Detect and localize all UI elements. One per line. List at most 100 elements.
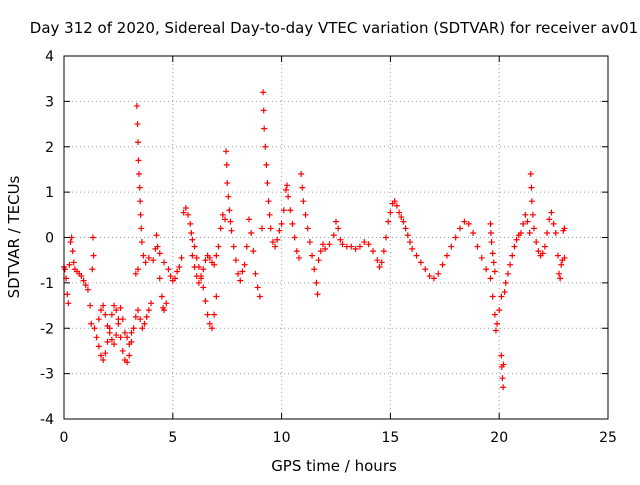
data-point [557,275,564,282]
data-point [491,268,498,275]
data-point [167,273,174,280]
data-point [430,275,437,282]
data-point [195,279,202,286]
data-point [496,307,503,314]
data-point [387,209,394,216]
data-point [443,252,450,259]
data-point [134,266,141,273]
data-point [500,361,507,368]
data-point [193,254,200,261]
data-point [509,252,516,259]
data-point [306,239,313,246]
data-point [174,268,181,275]
data-point [211,311,218,318]
y-tick-label: -4 [40,412,54,428]
x-tick-label: 15 [381,430,399,446]
data-point [176,263,183,270]
data-point [139,325,146,332]
data-point [188,229,195,236]
x-tick-label: 0 [60,430,69,446]
data-point [490,259,497,266]
data-point [97,352,104,359]
data-point [504,270,511,277]
y-axis-title: SDTVAR / TECUs [5,175,23,298]
data-point [250,248,257,255]
data-point [132,270,139,277]
data-point [215,243,222,250]
data-point [333,218,339,225]
data-point [300,198,307,205]
data-point [304,225,311,232]
data-point [142,259,149,266]
data-point [102,311,109,318]
data-point [117,304,124,311]
data-point [143,313,150,320]
data-point [256,293,263,300]
data-point [426,273,433,280]
data-point [82,282,89,289]
data-point [272,243,279,250]
data-point [108,336,115,343]
data-point [502,279,509,286]
data-point [134,139,141,146]
data-point [191,243,198,250]
data-point [97,307,104,314]
data-point [136,184,143,191]
data-point [62,266,69,273]
data-point [100,357,107,364]
data-point [225,193,232,200]
data-point [554,252,561,259]
data-point [134,307,141,314]
data-point [550,220,557,227]
data-point [487,275,494,282]
data-point [141,320,148,327]
data-point [439,261,446,268]
data-point [369,248,376,255]
data-point [474,243,481,250]
data-point [245,216,252,223]
data-point [67,239,74,246]
grid-lines [64,56,608,419]
data-point [171,275,178,282]
data-point [539,250,546,257]
data-point [287,207,294,214]
data-point [137,198,144,205]
data-point [263,161,270,168]
data-point [513,236,520,243]
data-point [267,225,274,232]
data-point [180,209,187,216]
data-point [383,234,390,241]
data-point [528,184,535,191]
data-point [239,268,246,275]
data-point [130,325,137,332]
data-point [136,170,143,177]
data-point [289,220,296,227]
data-point [154,243,161,250]
data-point [544,229,551,236]
data-point [111,302,118,309]
data-point [126,352,133,359]
data-point [489,293,496,300]
data-point [208,325,215,332]
data-point [400,218,407,225]
data-point [535,248,542,255]
data-point [511,243,518,250]
data-point [266,211,273,218]
y-tick-label: 2 [45,140,54,156]
data-point [409,245,416,252]
x-tick-label: 10 [273,430,291,446]
data-point [128,329,135,336]
data-point [134,121,141,128]
data-point [478,254,485,261]
data-point [522,211,529,218]
data-point [487,229,494,236]
tick-labels: 0 5 10 15 20 25 -4 -3 -2 -1 0 1 2 3 4 [40,49,617,446]
data-point [520,220,527,227]
data-point [78,273,85,280]
data-point [498,352,505,359]
data-point [402,225,409,232]
data-point [90,252,97,259]
data-point [219,211,226,218]
data-point [161,259,168,266]
